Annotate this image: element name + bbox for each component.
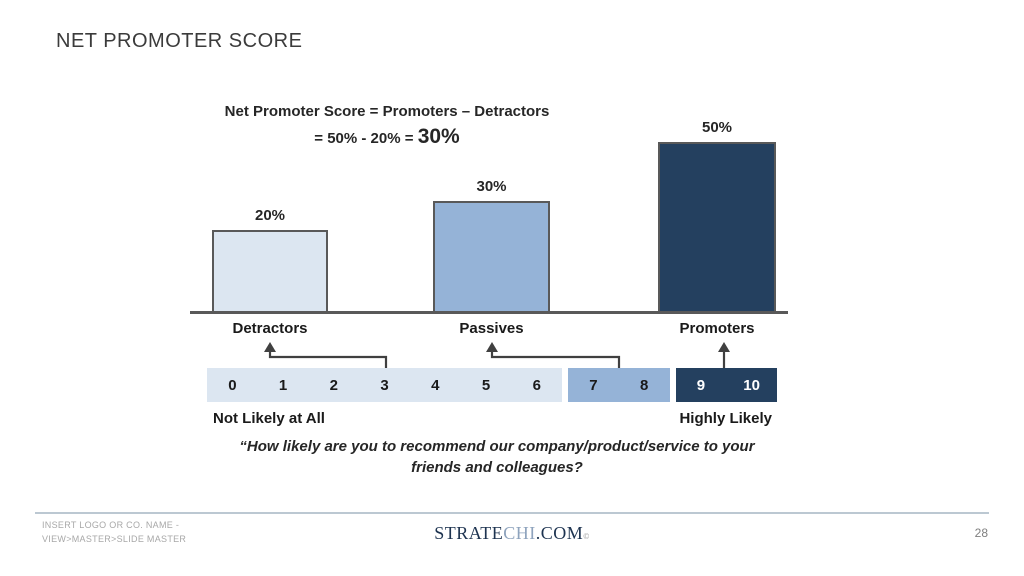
scale-number-10: 10	[743, 376, 760, 394]
passives-connector	[490, 351, 621, 369]
page-number: 28	[974, 526, 988, 540]
bar-category-label: Passives	[459, 320, 524, 337]
bar-value-label: 50%	[701, 119, 733, 136]
scale-number-6: 6	[532, 376, 541, 394]
footer-placeholder-line1: INSERT LOGO OR CO. NAME -	[42, 520, 180, 530]
quote-line1: “How likely are you to recommend our com…	[239, 438, 755, 455]
footer-divider	[35, 512, 989, 514]
scale-number-2: 2	[329, 376, 338, 394]
bar-passives	[433, 201, 550, 313]
likelihood-scale: 0 1 2 3 4 5 6 7 8 9 10	[207, 368, 777, 402]
scale-number-1: 1	[278, 376, 288, 394]
bar-value-label: 30%	[476, 178, 507, 195]
promoters-arrowhead-icon	[718, 342, 730, 352]
bar-detractors	[212, 230, 328, 313]
bar-category-label: Detractors	[232, 320, 308, 337]
detractors-range: 0 1 2 3 4 5 6	[207, 368, 563, 402]
bar-promoters	[658, 142, 776, 313]
formula-result: 30%	[417, 125, 460, 148]
footer-placeholder-line2: VIEW>MASTER>SLIDE MASTER	[42, 534, 187, 544]
scale-right-label: Highly Likely	[679, 410, 772, 427]
scale-number-7: 7	[589, 376, 598, 394]
scale-number-4: 4	[431, 376, 440, 394]
bar-category-label: Promoters	[679, 320, 755, 337]
logo-text-chi: CHI	[503, 523, 536, 543]
detractors-arrowhead-icon	[264, 342, 276, 352]
scale-number-5: 5	[481, 376, 491, 394]
bar-value-label: 20%	[254, 207, 286, 224]
logo-text-strate: STRATE	[434, 523, 504, 543]
quote-line2: friends and colleagues?	[411, 459, 583, 476]
detractors-connector	[268, 351, 388, 369]
formula-calculation: = 50% - 20% =	[314, 130, 418, 147]
survey-question-quote: “How likely are you to recommend our com…	[197, 436, 797, 478]
page-title: NET PROMOTER SCORE	[56, 30, 303, 52]
promoters-range: 9 10	[675, 368, 777, 402]
passives-arrowhead-icon	[486, 342, 498, 352]
scale-number-3: 3	[380, 376, 389, 394]
stratechi-logo: STRATECHI.COM©	[0, 523, 1024, 544]
footer-placeholder-text: INSERT LOGO OR CO. NAME - VIEW>MASTER>SL…	[42, 518, 186, 546]
scale-number-0: 0	[228, 376, 237, 394]
scale-number-9: 9	[696, 376, 706, 394]
formula-line1: Net Promoter Score = Promoters – Detract…	[224, 103, 550, 120]
formula-line2: = 50% - 20% = 30%	[187, 125, 587, 149]
logo-text-com: .COM	[535, 523, 584, 543]
nps-formula: Net Promoter Score = Promoters – Detract…	[187, 103, 587, 149]
copyright-icon: ©	[583, 532, 590, 541]
scale-number-8: 8	[640, 376, 649, 394]
scale-left-label: Not Likely at All	[213, 410, 325, 427]
